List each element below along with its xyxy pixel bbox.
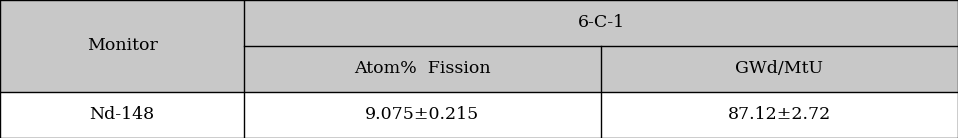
Bar [244, 46, 601, 92]
Text: 9.075±0.215: 9.075±0.215 [365, 106, 480, 124]
Text: 87.12±2.72: 87.12±2.72 [728, 106, 831, 124]
Bar [0, 0, 244, 92]
Text: Atom%  Fission: Atom% Fission [354, 60, 490, 77]
Bar [601, 46, 958, 92]
Bar [601, 92, 958, 138]
Bar [0, 92, 244, 138]
Bar [244, 0, 958, 46]
Text: GWd/MtU: GWd/MtU [736, 60, 823, 77]
Text: 6-C-1: 6-C-1 [578, 14, 625, 31]
Text: Monitor: Monitor [87, 37, 157, 55]
Bar [244, 92, 601, 138]
Text: Nd-148: Nd-148 [90, 106, 154, 124]
